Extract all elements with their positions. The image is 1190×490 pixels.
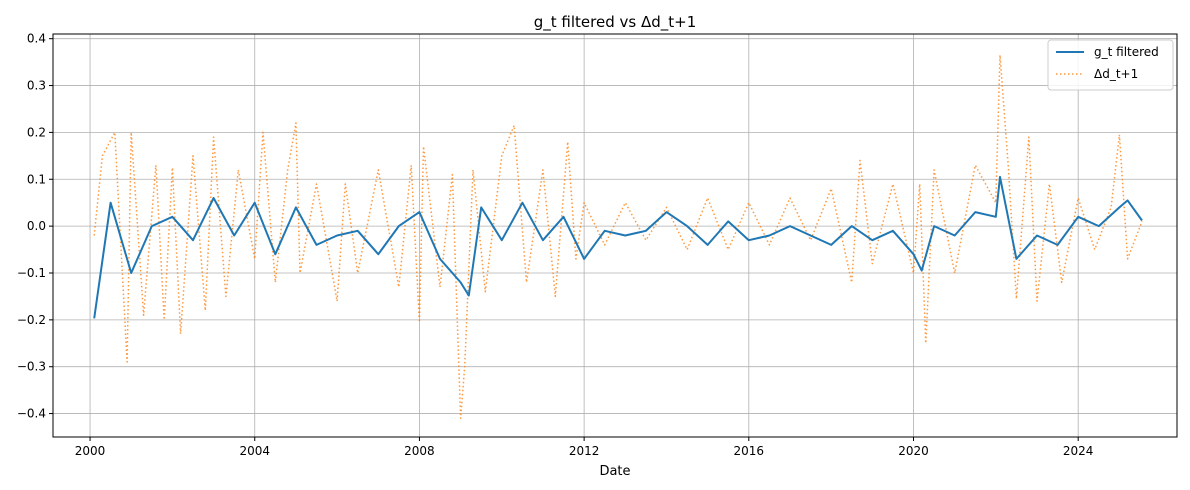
y-tick-label: 0.2 [27,125,46,139]
legend: g_t filtered Δd_t+1 [1047,39,1174,91]
series-layer [93,54,1143,420]
x-tick-label: 2016 [734,444,765,458]
y-axis: −0.4 −0.3 −0.2 −0.1 0.0 0.1 0.2 0.3 0.4 [17,32,53,421]
y-tick-label: −0.2 [17,313,46,327]
chart-title: g_t filtered vs Δd_t+1 [534,13,697,32]
y-tick-label: 0.4 [27,32,46,46]
y-tick-label: −0.4 [17,407,46,421]
plot-frame [52,33,1178,438]
legend-label-delta-d: Δd_t+1 [1094,67,1138,81]
grid [53,34,1177,437]
y-tick-label: −0.1 [17,266,46,280]
x-tick-label: 2012 [569,444,600,458]
x-tick-label: 2020 [898,444,929,458]
y-tick-label: 0.1 [27,172,46,186]
x-tick-label: 2024 [1063,444,1094,458]
x-axis-label: Date [599,464,630,479]
series-line-g-t-filtered [93,175,1143,319]
y-tick-label: 0.3 [27,79,46,93]
x-tick-label: 2000 [75,444,106,458]
y-tick-label: 0.0 [27,219,46,233]
x-tick-label: 2004 [239,444,270,458]
x-axis: 2000 2004 2008 2012 2016 2020 2024 [75,437,1094,458]
x-tick-label: 2008 [404,444,435,458]
y-tick-label: −0.3 [17,360,46,374]
legend-label-g-t-filtered: g_t filtered [1094,45,1159,59]
